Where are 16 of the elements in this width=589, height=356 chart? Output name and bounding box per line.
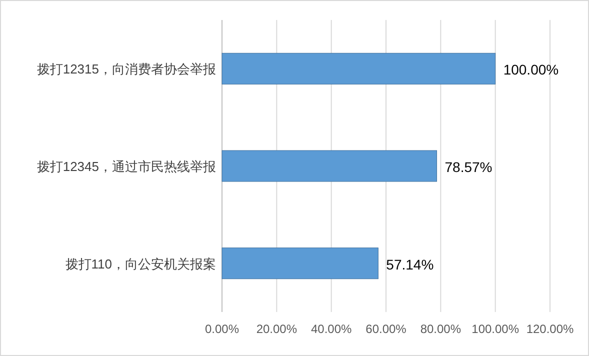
- data-label: 57.14%: [386, 256, 434, 272]
- x-tick-label: 100.00%: [472, 322, 520, 336]
- y-tick-label: 拨打110，向公安机关报案: [65, 256, 216, 272]
- y-tick-label: 拨打12315，向消费者协会举报: [36, 62, 216, 77]
- x-tick-label: 40.00%: [310, 322, 352, 336]
- bar: [222, 150, 438, 182]
- x-tick-label: 0.00%: [204, 322, 240, 336]
- x-tick-label: 80.00%: [420, 322, 462, 336]
- bar: [222, 52, 496, 84]
- data-label: 78.57%: [444, 159, 492, 175]
- y-tick-label: 拨打12345，通过市民热线举报: [36, 159, 216, 174]
- x-tick-label: 20.00%: [256, 322, 298, 336]
- x-tick-label: 60.00%: [366, 322, 407, 336]
- bar: [222, 248, 378, 280]
- x-tick-label: 120.00%: [526, 322, 574, 336]
- data-label: 100.00%: [503, 62, 559, 78]
